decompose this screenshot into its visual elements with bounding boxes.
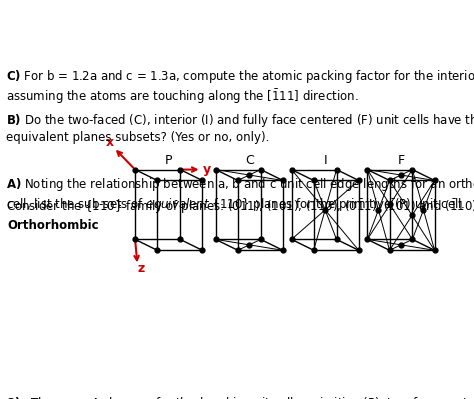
Text: I: I [323, 154, 327, 168]
Text: Orthorhombic: Orthorhombic [7, 219, 99, 232]
Text: x: x [106, 136, 114, 149]
Text: F: F [397, 154, 404, 168]
Text: C: C [245, 154, 254, 168]
Text: P: P [165, 154, 173, 168]
Text: $\mathbf{B)}$ Do the two-faced (C), interior (I) and fully face centered (F) uni: $\mathbf{B)}$ Do the two-faced (C), inte… [6, 112, 474, 144]
Text: y: y [203, 163, 211, 176]
Text: z: z [137, 262, 145, 275]
Text: $\mathbf{A)}$ Noting the relationship between a, b and c unit cell edge lengths : $\mathbf{A)}$ Noting the relationship be… [6, 176, 474, 213]
Text: Consider the {110} family of planes: (011), (101), (110), $(0\bar{1}1)$, $(\bar{: Consider the {110} family of planes: (01… [6, 198, 474, 216]
Text: $\mathbf{C)}$ For b = 1.2a and c = 1.3a, compute the atomic packing factor for t: $\mathbf{C)}$ For b = 1.2a and c = 1.3a,… [6, 68, 474, 106]
Text: $\mathbf{8).}$ There are 4 classes of orthorhombic unit cells: primitive (P), tw: $\mathbf{8).}$ There are 4 classes of or… [6, 395, 474, 399]
